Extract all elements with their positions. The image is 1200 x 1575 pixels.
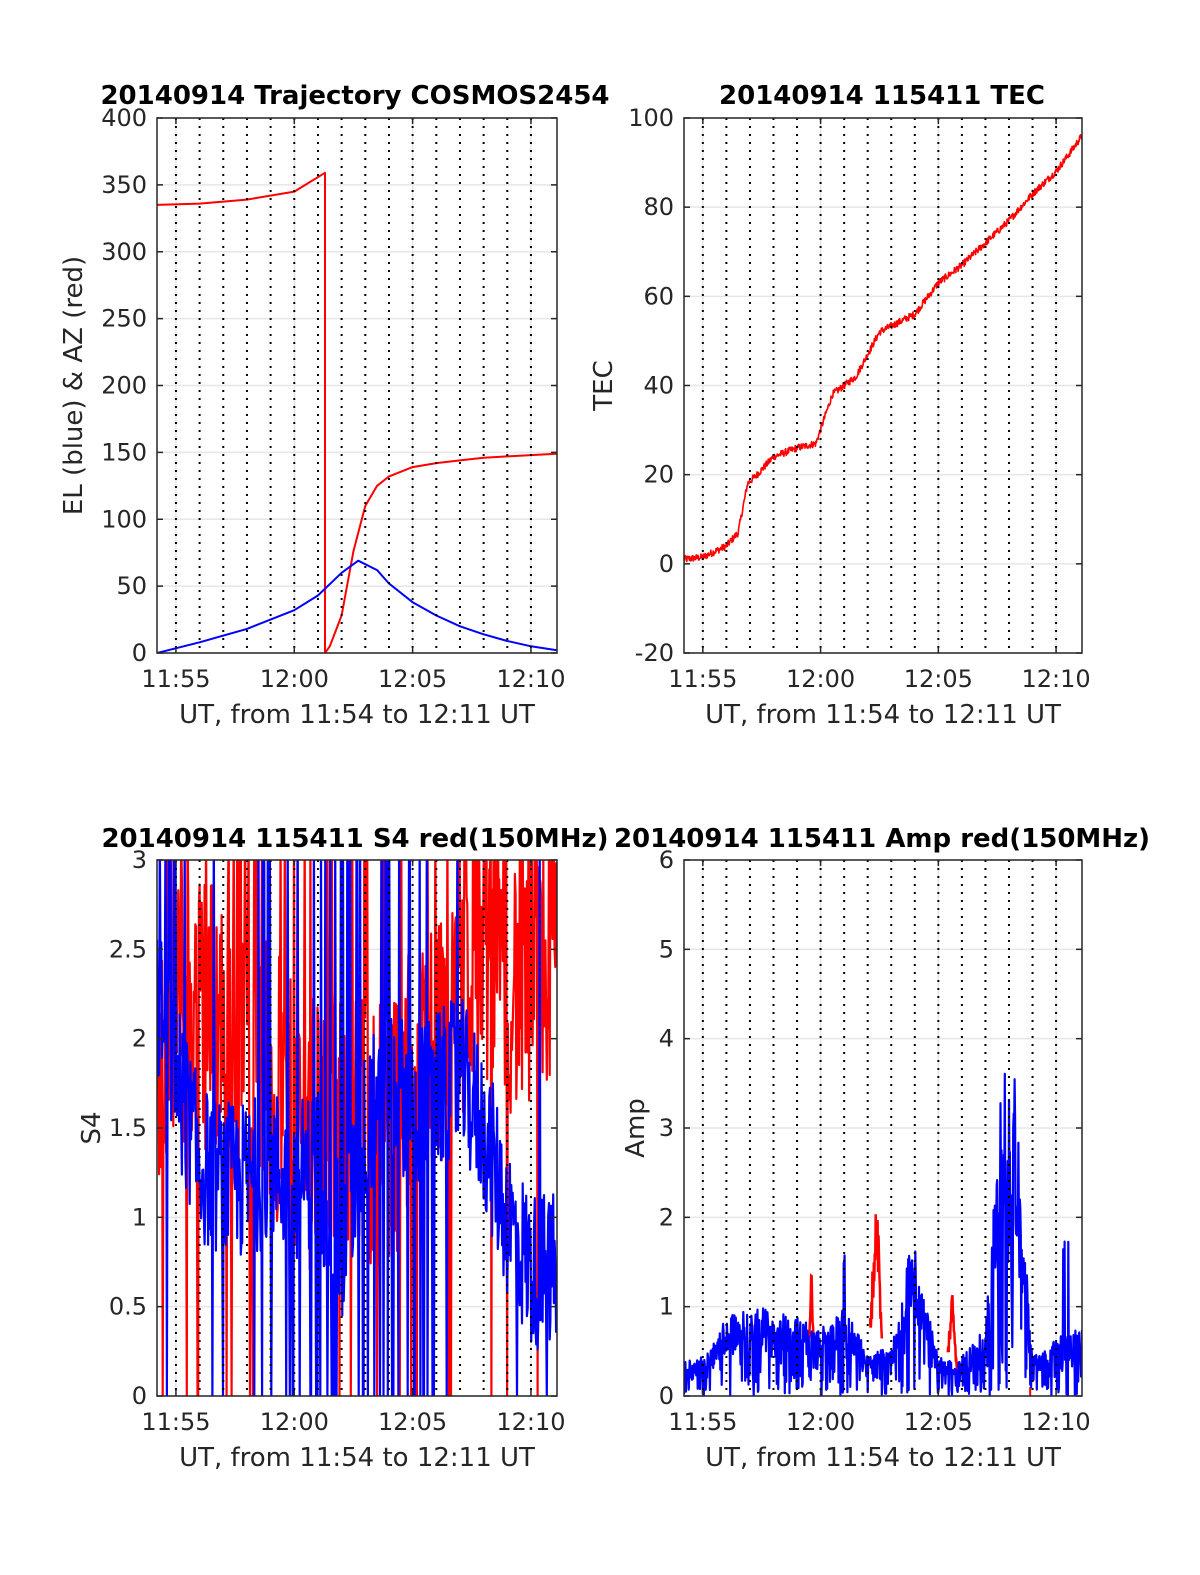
y-tick-label: 6 [659,846,674,874]
x-axis-label: UT, from 11:54 to 12:11 UT [179,700,535,730]
y-tick-label: 0.5 [109,1293,147,1321]
y-tick-label: 0 [132,639,147,667]
y-tick-label: -20 [635,639,674,667]
series-line-red [684,134,1082,563]
y-tick-label: 0 [132,1382,147,1410]
x-tick-label: 11:55 [668,665,737,693]
series-line-blue [157,860,557,1396]
y-tick-label: 80 [643,193,674,221]
y-axis-label: EL (blue) & AZ (red) [59,256,89,515]
x-tick-label: 12:00 [260,1408,329,1436]
chart-title: 20140914 Trajectory COSMOS2454 [100,81,609,111]
x-tick-label: 11:55 [141,665,210,693]
y-tick-label: 50 [116,572,147,600]
y-tick-label: 1 [132,1203,147,1231]
chart-panel-4: 0 1 2 3 4 5 6 11:55 12:00 12:05 12:10 UT, from 11:5… [614,824,1150,1473]
y-axis-label: Amp [621,1098,651,1158]
y-tick-label: 2 [659,1203,674,1231]
y-tick-label: 100 [628,104,674,132]
data-layer [684,134,1082,563]
y-tick-label: 1.5 [109,1114,147,1142]
y-tick-label: 20 [643,461,674,489]
x-tick-label: 12:10 [1022,1408,1091,1436]
y-tick-label: 60 [643,282,674,310]
chart-title: 20140914 115411 Amp red(150MHz) [614,824,1150,854]
y-tick-label: 40 [643,372,674,400]
y-tick-label: 1 [659,1293,674,1321]
series-line-blue [157,559,557,653]
series-line-blue [684,1072,1082,1396]
y-tick-label: 0 [659,550,674,578]
y-tick-label: 4 [659,1025,674,1053]
chart-panel-1: 0 50 100 150 200 250 300 350 400 11:55 12:00 12:05 1… [59,81,610,730]
x-tick-label: 12:05 [904,1408,973,1436]
y-tick-label: 2 [132,1025,147,1053]
x-tick-label: 11:55 [141,1408,210,1436]
x-tick-label: 12:05 [904,665,973,693]
y-tick-label: 250 [101,305,147,333]
x-axis-label: UT, from 11:54 to 12:11 UT [179,1443,535,1473]
y-axis-label: TEC [589,360,619,411]
y-tick-label: 2.5 [109,935,147,963]
x-tick-label: 12:10 [496,1408,565,1436]
y-tick-label: 3 [659,1114,674,1142]
y-tick-label: 150 [101,438,147,466]
series-red-spike [868,1214,884,1339]
chart-panel-2: -20 0 20 40 60 80 100 11:55 12:00 12:05 12:10 UT, f… [589,81,1091,730]
y-tick-label: 200 [101,372,147,400]
data-layer [684,1072,1082,1396]
series-red-spike [807,1273,815,1341]
x-tick-label: 12:00 [260,665,329,693]
y-tick-label: 300 [101,238,147,266]
x-tick-label: 11:55 [668,1408,737,1436]
x-tick-label: 12:10 [1022,665,1091,693]
y-tick-label: 350 [101,171,147,199]
x-tick-label: 12:05 [378,1408,447,1436]
x-tick-label: 12:00 [786,1408,855,1436]
x-axis-label: UT, from 11:54 to 12:11 UT [705,1443,1061,1473]
y-tick-label: 3 [132,846,147,874]
x-axis-label: UT, from 11:54 to 12:11 UT [705,700,1061,730]
series-red-spike [946,1294,959,1371]
chart-title: 20140914 115411 S4 red(150MHz) [101,824,608,854]
y-tick-label: 100 [101,505,147,533]
chart-panel-3: 0 0.5 1 1.5 2 2.5 3 11:55 12:00 12:05 12:10 UT, fro… [77,824,609,1473]
y-axis-label: S4 [77,1111,107,1144]
x-tick-label: 12:05 [378,665,447,693]
x-tick-label: 12:10 [496,665,565,693]
x-tick-label: 12:00 [786,665,855,693]
y-tick-label: 400 [101,104,147,132]
y-tick-label: 5 [659,935,674,963]
chart-title: 20140914 115411 TEC [719,81,1045,111]
y-tick-label: 0 [659,1382,674,1410]
